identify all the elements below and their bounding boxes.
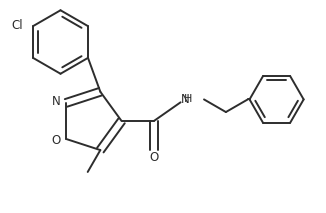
- Text: O: O: [149, 151, 159, 164]
- Text: N: N: [181, 93, 190, 106]
- Text: N: N: [52, 95, 60, 108]
- Text: Cl: Cl: [11, 19, 22, 32]
- Text: O: O: [52, 134, 61, 147]
- Text: H: H: [184, 94, 193, 104]
